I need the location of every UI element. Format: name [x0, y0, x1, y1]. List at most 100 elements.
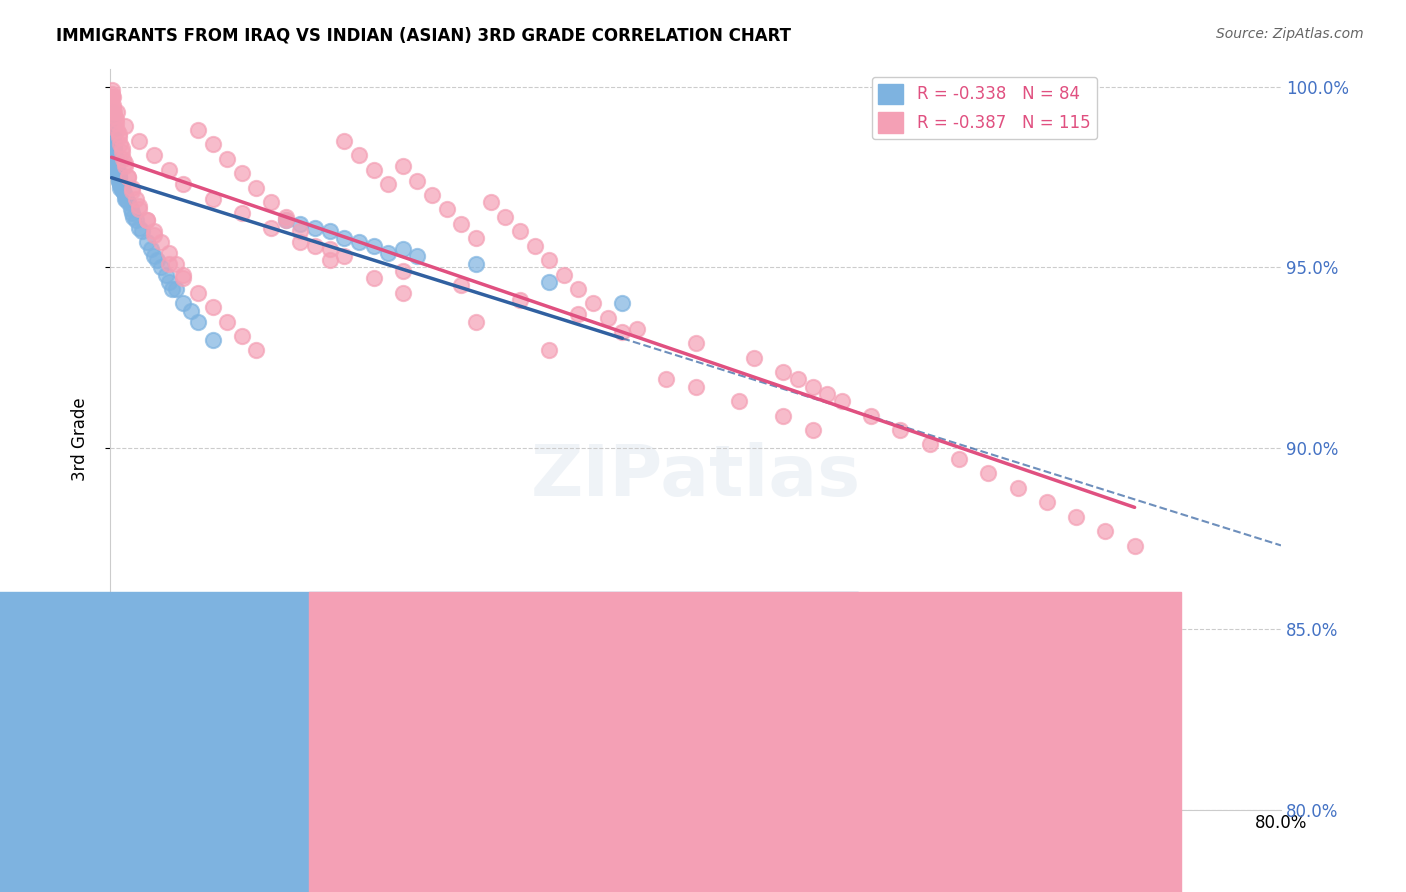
- Point: [146, 253, 169, 268]
- Point: [128, 202, 150, 217]
- Point: [125, 192, 148, 206]
- Point: [333, 250, 356, 264]
- Point: [111, 145, 134, 159]
- Point: [347, 235, 370, 249]
- Point: [377, 245, 399, 260]
- Point: [112, 185, 135, 199]
- Point: [121, 185, 143, 199]
- Point: [101, 130, 124, 145]
- Point: [801, 423, 824, 437]
- Text: IMMIGRANTS FROM IRAQ VS INDIAN (ASIAN) 3RD GRADE CORRELATION CHART: IMMIGRANTS FROM IRAQ VS INDIAN (ASIAN) 3…: [56, 27, 792, 45]
- Point: [101, 134, 124, 148]
- Point: [104, 159, 127, 173]
- Point: [103, 137, 125, 152]
- Point: [101, 127, 124, 141]
- Point: [108, 130, 131, 145]
- Point: [100, 83, 122, 97]
- Point: [103, 145, 125, 159]
- Point: [772, 409, 794, 423]
- Point: [391, 264, 413, 278]
- Point: [100, 104, 122, 119]
- Point: [172, 271, 194, 285]
- Point: [143, 224, 166, 238]
- Point: [105, 162, 128, 177]
- Point: [787, 372, 810, 386]
- Point: [260, 220, 283, 235]
- Point: [101, 123, 124, 137]
- Point: [101, 123, 124, 137]
- Point: [128, 199, 150, 213]
- Point: [201, 333, 224, 347]
- Point: [1094, 524, 1116, 539]
- Point: [201, 300, 224, 314]
- Point: [103, 141, 125, 155]
- Point: [117, 169, 139, 184]
- Point: [172, 177, 194, 191]
- Point: [494, 210, 516, 224]
- Point: [104, 159, 127, 173]
- Point: [111, 181, 134, 195]
- Point: [100, 108, 122, 122]
- Point: [509, 224, 531, 238]
- Point: [112, 152, 135, 166]
- Point: [290, 217, 312, 231]
- Point: [139, 242, 162, 256]
- Point: [135, 213, 157, 227]
- Point: [391, 242, 413, 256]
- Point: [363, 238, 385, 252]
- Point: [100, 112, 122, 127]
- Point: [114, 120, 136, 134]
- Point: [105, 166, 128, 180]
- Point: [100, 116, 122, 130]
- Y-axis label: 3rd Grade: 3rd Grade: [72, 397, 89, 481]
- Point: [523, 238, 546, 252]
- Point: [143, 250, 166, 264]
- Point: [112, 185, 135, 199]
- Point: [103, 145, 125, 159]
- Point: [105, 123, 128, 137]
- Point: [180, 303, 202, 318]
- Point: [100, 112, 122, 127]
- Point: [217, 152, 239, 166]
- Point: [391, 159, 413, 173]
- Point: [108, 166, 131, 180]
- Point: [117, 169, 139, 184]
- Point: [114, 192, 136, 206]
- Point: [101, 123, 124, 137]
- Point: [655, 372, 678, 386]
- Point: [157, 275, 180, 289]
- Point: [114, 159, 136, 173]
- Point: [111, 141, 134, 155]
- Point: [274, 213, 297, 227]
- Point: [103, 141, 125, 155]
- Point: [626, 322, 648, 336]
- Point: [274, 210, 297, 224]
- Point: [436, 202, 458, 217]
- Point: [685, 379, 707, 393]
- Point: [347, 148, 370, 162]
- Point: [128, 220, 150, 235]
- Point: [101, 101, 124, 115]
- Point: [465, 314, 488, 328]
- Point: [553, 268, 575, 282]
- Point: [201, 137, 224, 152]
- Point: [172, 296, 194, 310]
- Text: Immigrants from Iraq: Immigrants from Iraq: [404, 856, 581, 874]
- Point: [150, 260, 173, 275]
- Point: [231, 329, 253, 343]
- Point: [187, 314, 209, 328]
- Point: [120, 202, 142, 217]
- Point: [363, 162, 385, 177]
- Point: [100, 116, 122, 130]
- Point: [135, 213, 157, 227]
- Point: [318, 242, 340, 256]
- Point: [101, 120, 124, 134]
- Point: [363, 271, 385, 285]
- Point: [406, 173, 429, 187]
- Point: [104, 155, 127, 169]
- Point: [465, 257, 488, 271]
- Text: ZIPatlas: ZIPatlas: [530, 442, 860, 510]
- Point: [465, 231, 488, 245]
- Point: [304, 238, 326, 252]
- Point: [108, 173, 131, 187]
